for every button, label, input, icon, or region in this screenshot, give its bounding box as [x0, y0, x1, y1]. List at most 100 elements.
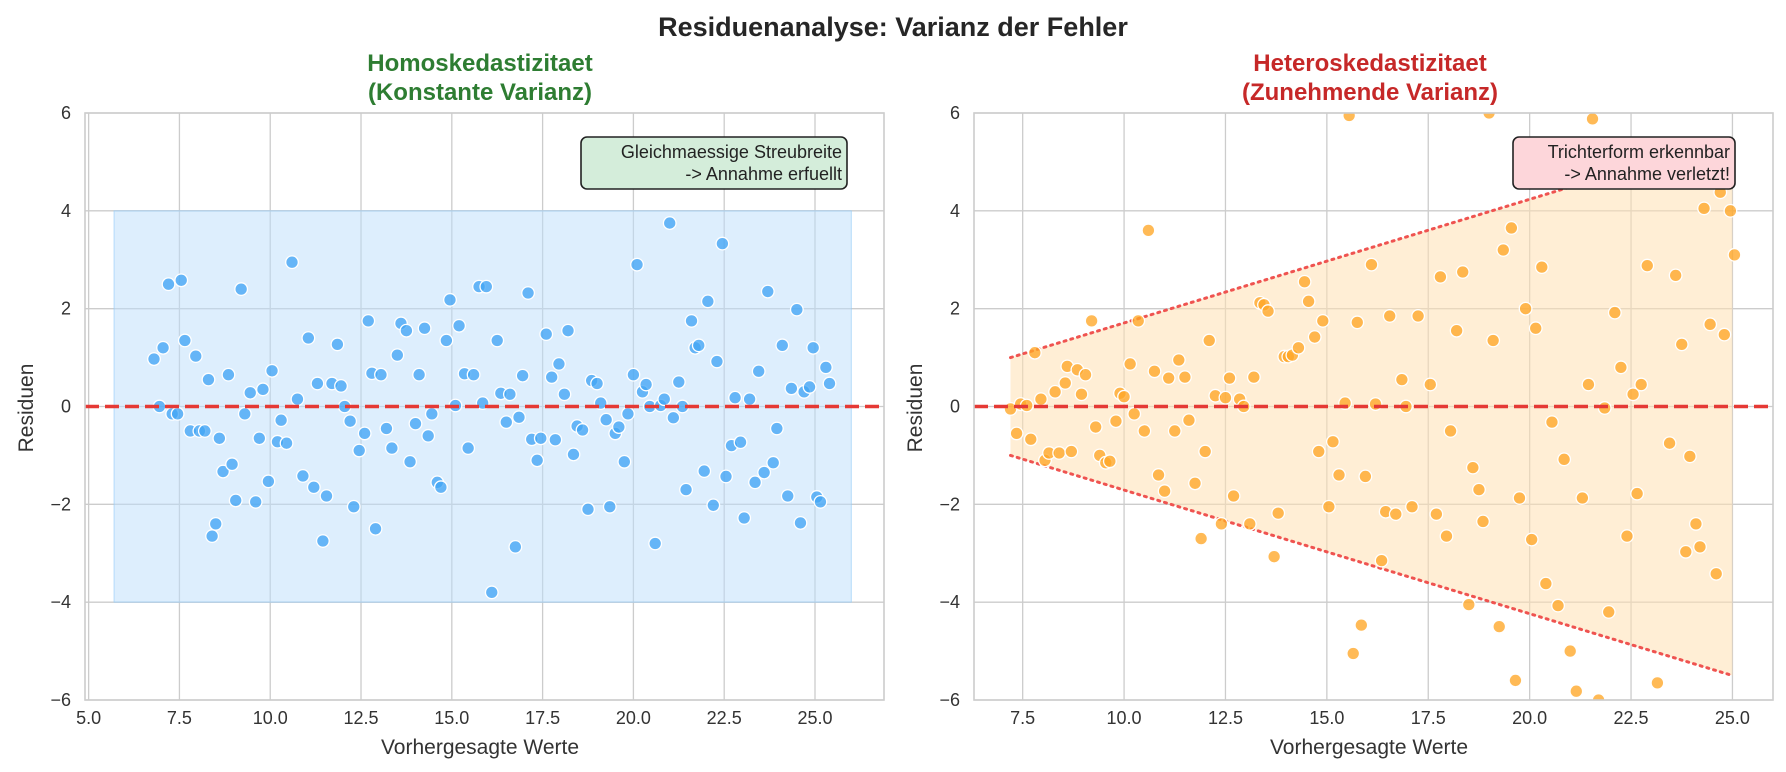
right-y-tick-label: −6: [939, 690, 960, 710]
data-point: [1141, 223, 1156, 238]
data-point: [751, 364, 766, 379]
data-point: [208, 516, 223, 531]
data-point: [1261, 304, 1275, 319]
data-point: [1575, 491, 1590, 505]
data-point: [728, 390, 743, 405]
data-point: [575, 423, 590, 437]
data-point: [1226, 489, 1241, 503]
right-x-tick-label: 7.5: [1010, 708, 1035, 728]
data-point: [1052, 446, 1067, 460]
data-point: [1364, 257, 1379, 272]
data-point: [1214, 516, 1229, 531]
left-y-tick-label: 4: [61, 201, 71, 221]
data-point: [679, 482, 694, 497]
data-point: [793, 515, 808, 530]
data-point: [1476, 514, 1490, 529]
data-point: [274, 413, 289, 428]
right-x-axis-label: Vorhergesagte Werte: [1270, 736, 1468, 759]
data-point: [1374, 553, 1389, 568]
data-point: [156, 340, 171, 355]
data-point: [1084, 313, 1099, 328]
data-point: [1551, 598, 1565, 613]
data-point: [657, 392, 672, 407]
data-point: [1591, 693, 1606, 700]
right-x-tick-label: 25.0: [1715, 708, 1750, 728]
data-point: [1727, 247, 1742, 262]
data-point: [671, 375, 686, 389]
data-point: [1496, 243, 1511, 257]
data-point: [775, 338, 790, 353]
data-point: [1131, 313, 1146, 328]
data-point: [766, 455, 781, 470]
data-point: [1486, 333, 1501, 348]
left-x-axis-label: Vorhergesagte Werte: [381, 736, 579, 759]
data-point: [1064, 444, 1079, 459]
data-point: [1620, 529, 1634, 544]
data-point: [1405, 499, 1419, 514]
left-y-tick-label: −2: [50, 494, 71, 514]
data-point: [379, 421, 394, 436]
left-plot-homoskedasticity: 5.0 7.5 10.0 12.5 15.0 17.5 20.0 22.5 25.0 −6 −4 −2…: [15, 50, 885, 759]
data-point: [780, 489, 795, 503]
left-y-tick-label: −4: [50, 592, 71, 612]
left-y-axis-label: Residuen: [15, 364, 38, 453]
right-x-tick-label: 10.0: [1107, 708, 1142, 728]
data-point: [719, 469, 733, 484]
data-point: [306, 480, 321, 495]
left-x-tick-label: 5.0: [76, 708, 101, 728]
data-point: [290, 392, 305, 407]
data-point: [599, 412, 614, 427]
data-point: [822, 376, 837, 391]
data-point: [1009, 426, 1024, 441]
data-point: [1382, 309, 1397, 323]
data-point: [552, 356, 566, 371]
left-x-tick-label: 20.0: [616, 708, 651, 728]
data-point: [1315, 313, 1330, 328]
data-point: [521, 286, 536, 300]
data-point: [1678, 544, 1693, 559]
data-point: [1504, 221, 1519, 235]
data-point: [1123, 356, 1138, 371]
left-y-tick-label: 2: [61, 299, 71, 319]
data-point: [368, 521, 383, 536]
left-y-tick-label: 6: [61, 103, 71, 123]
data-point: [188, 349, 203, 364]
data-point: [1518, 301, 1533, 316]
data-point: [639, 377, 654, 392]
data-point: [626, 367, 641, 382]
data-point: [1218, 390, 1233, 405]
data-point: [1182, 413, 1196, 428]
data-point: [177, 333, 192, 348]
data-point: [1650, 675, 1665, 690]
data-point: [533, 431, 548, 446]
data-point: [421, 428, 436, 443]
data-point: [748, 475, 763, 490]
data-point: [697, 464, 712, 479]
data-point: [452, 318, 467, 333]
data-point: [1662, 436, 1677, 451]
data-point: [1482, 113, 1497, 120]
data-point: [508, 539, 523, 554]
data-point: [443, 292, 457, 307]
data-point: [1613, 360, 1628, 375]
figure-title: Residuenanalyse: Varianz der Fehler: [658, 12, 1128, 42]
data-point: [479, 279, 494, 294]
right-annotation-line2: -> Annahme verletzt!: [1564, 164, 1730, 184]
left-plot-title-line1: Homoskedastizitaet: [367, 50, 592, 77]
data-point: [1368, 397, 1383, 412]
data-point: [566, 447, 581, 462]
data-point: [1601, 605, 1616, 619]
data-point: [212, 431, 227, 446]
data-point: [221, 367, 236, 382]
data-point: [433, 480, 448, 495]
right-plot-heteroskedasticity: 7.5 10.0 12.5 15.0 17.5 20.0 22.5 25.0 −6 −4 −2 0 2 4…: [904, 50, 1774, 759]
data-point: [1157, 484, 1172, 499]
data-point: [1443, 424, 1458, 438]
left-y-tick-label: −6: [50, 690, 71, 710]
data-point: [737, 511, 752, 525]
data-point: [1429, 507, 1444, 522]
data-point: [621, 406, 635, 421]
right-annotation-box: Trichterform erkennbar -> Annahme verlet…: [1512, 136, 1736, 190]
data-point: [1307, 330, 1322, 344]
data-point: [1023, 432, 1038, 447]
